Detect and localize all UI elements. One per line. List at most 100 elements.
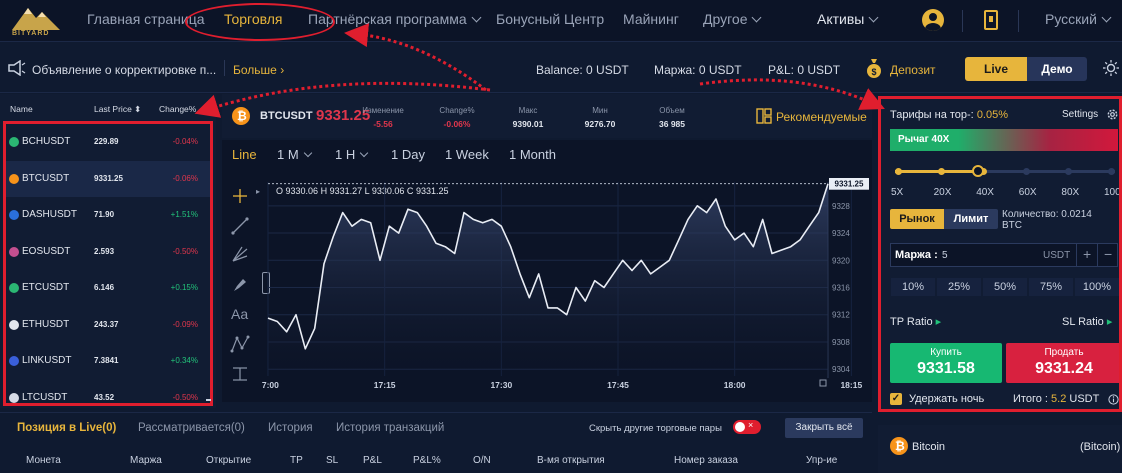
leverage-step-label[interactable]: 100X: [1104, 187, 1122, 198]
recommended-button[interactable]: Рекомендуемые: [776, 110, 867, 124]
margin-plus-button[interactable]: +: [1083, 246, 1092, 262]
leverage-step-label[interactable]: 20X: [933, 187, 952, 198]
timeframe-1month[interactable]: 1 Month: [509, 147, 556, 162]
leverage-step-dot[interactable]: [980, 168, 988, 175]
positions-column-header: Номер заказа: [674, 455, 738, 466]
more-link[interactable]: Больше ›: [233, 63, 284, 77]
announcement-text[interactable]: Объявление о корректировке п...: [32, 63, 217, 77]
mobile-app-icon[interactable]: [984, 10, 998, 30]
market-row[interactable]: LTCUSDT 43.52 -0.50%: [6, 380, 210, 416]
market-header-last-price[interactable]: Last Price ⬍: [94, 104, 141, 115]
market-row[interactable]: BTCUSDT 9331.25 -0.06%: [6, 160, 210, 197]
price-chart[interactable]: 9304 9308 9312 9316 9320 9324 9328 17:00 17:15 17…: [262, 178, 870, 400]
gear-icon[interactable]: [1106, 108, 1119, 121]
assets-label: Активы: [817, 11, 865, 27]
nav-partner-program[interactable]: Партнёрская программа: [308, 11, 482, 27]
market-row[interactable]: BCHUSDT 229.89 -0.04%: [6, 124, 210, 160]
demo-button[interactable]: Демо: [1041, 62, 1073, 76]
leverage-step-dot[interactable]: [1108, 168, 1115, 175]
brush-tool-icon[interactable]: [230, 274, 250, 294]
leverage-step-dot[interactable]: [1065, 168, 1073, 175]
leverage-step-dot[interactable]: [937, 168, 945, 175]
deposit-button[interactable]: Депозит: [890, 63, 936, 77]
nav-bonus-center[interactable]: Бонусный Центр: [496, 11, 605, 27]
pattern-tool-icon[interactable]: [230, 334, 250, 354]
market-row[interactable]: ETCUSDT 6.146 +0.15%: [6, 270, 210, 306]
scroll-handle[interactable]: [206, 399, 211, 401]
account-bar: [0, 43, 1122, 93]
leverage-step-dot[interactable]: [1022, 168, 1030, 175]
theme-sun-icon[interactable]: [1103, 60, 1119, 76]
assets-menu[interactable]: Активы: [817, 11, 879, 27]
tab-transaction-history[interactable]: История транзакций: [336, 422, 445, 434]
limit-order-button[interactable]: Лимит: [944, 209, 998, 229]
settings-link[interactable]: Settings: [1062, 109, 1099, 120]
leverage-slider-knob[interactable]: [971, 165, 984, 177]
trendline-tool-icon[interactable]: [230, 216, 250, 236]
coin-icon: [9, 210, 19, 220]
user-avatar-icon[interactable]: [922, 9, 944, 31]
percent-preset-button[interactable]: 50%: [983, 278, 1027, 296]
bityard-logo[interactable]: BITYARD: [10, 2, 62, 38]
close-all-button[interactable]: Закрыть всё: [785, 418, 863, 438]
text-tool-icon[interactable]: Aa: [231, 306, 249, 322]
nav-mining[interactable]: Майнинг: [623, 11, 679, 27]
percent-preset-button[interactable]: 75%: [1029, 278, 1073, 296]
buy-button[interactable]: Купить 9331.58: [890, 343, 1002, 383]
tab-pending[interactable]: Рассматривается(0): [138, 422, 245, 434]
percent-preset-button[interactable]: 100%: [1075, 278, 1119, 296]
leverage-slider-fill: [895, 170, 978, 173]
leverage-step-label[interactable]: 5X: [891, 187, 904, 198]
percent-preset-button[interactable]: 25%: [937, 278, 981, 296]
market-order-button[interactable]: Рынок: [890, 209, 944, 229]
collapse-toolbar-handle[interactable]: [262, 272, 270, 294]
measure-tool-icon[interactable]: [230, 364, 250, 384]
timeframe-1day[interactable]: 1 Day: [391, 147, 425, 162]
leverage-step-label[interactable]: 80X: [1061, 187, 1080, 198]
hold-overnight-checkbox[interactable]: ✓: [890, 393, 902, 405]
chart-corner-handle[interactable]: [819, 379, 827, 387]
margin-minus-button[interactable]: −: [1104, 246, 1113, 262]
positions-column-header: Монета: [26, 455, 61, 466]
ohlc-l-label: L: [364, 186, 370, 196]
margin-label: Маржа :: [895, 249, 938, 261]
market-symbol: BCHUSDT: [22, 136, 71, 147]
info-icon[interactable]: [1108, 394, 1119, 405]
nav-other[interactable]: Другое: [703, 11, 762, 27]
asset-name: Bitcoin: [912, 441, 946, 453]
tp-ratio-toggle[interactable]: TP Ratio ▸: [890, 315, 941, 328]
positions-column-header: P&L: [363, 455, 382, 466]
hide-other-pairs-toggle[interactable]: ×: [733, 420, 761, 434]
market-row[interactable]: DASHUSDT 71.90 +1.51%: [6, 197, 210, 233]
timeframe-line[interactable]: Line: [232, 147, 257, 162]
live-button[interactable]: Live: [965, 57, 1027, 81]
percent-preset-button[interactable]: 10%: [891, 278, 935, 296]
timeframe-1h[interactable]: 1 H: [335, 147, 369, 162]
annotation-box-trade: [878, 96, 1122, 412]
crosshair-tool-icon[interactable]: [230, 186, 250, 206]
sl-ratio-toggle[interactable]: SL Ratio ▸: [1062, 315, 1112, 328]
positions-column-header: Упр-ие: [806, 455, 838, 466]
timeframe-1m[interactable]: 1 M: [277, 147, 312, 162]
leverage-step-label[interactable]: 40X: [976, 187, 994, 198]
language-selector[interactable]: Русский: [1045, 11, 1112, 27]
x-tick-label: 18:15: [840, 380, 862, 390]
market-row[interactable]: ETHUSDT 243.37 -0.09%: [6, 307, 210, 343]
tab-history[interactable]: История: [268, 422, 313, 434]
market-row[interactable]: LINKUSDT 7.3841 +0.34%: [6, 343, 210, 379]
nav-home[interactable]: Главная страница: [87, 11, 205, 27]
leverage-slider-track[interactable]: [895, 170, 1115, 173]
chevron-down-icon: [359, 148, 369, 158]
fork-tool-icon[interactable]: [230, 244, 250, 264]
margin-input[interactable]: 5: [942, 250, 948, 261]
total-value: 5.2: [1051, 393, 1067, 405]
tab-live-positions[interactable]: Позиция в Live(0): [17, 422, 117, 434]
leverage-step-label[interactable]: 60X: [1018, 187, 1037, 198]
market-row[interactable]: EOSUSDT 2.593 -0.50%: [6, 234, 210, 270]
market-header-change[interactable]: Change%: [159, 104, 197, 114]
timeframe-1week[interactable]: 1 Week: [445, 147, 489, 162]
coin-icon: [9, 319, 19, 330]
leverage-step-dot[interactable]: [895, 168, 902, 175]
sell-button[interactable]: Продать 9331.24: [1006, 343, 1122, 383]
market-header-name[interactable]: Name: [10, 104, 33, 114]
